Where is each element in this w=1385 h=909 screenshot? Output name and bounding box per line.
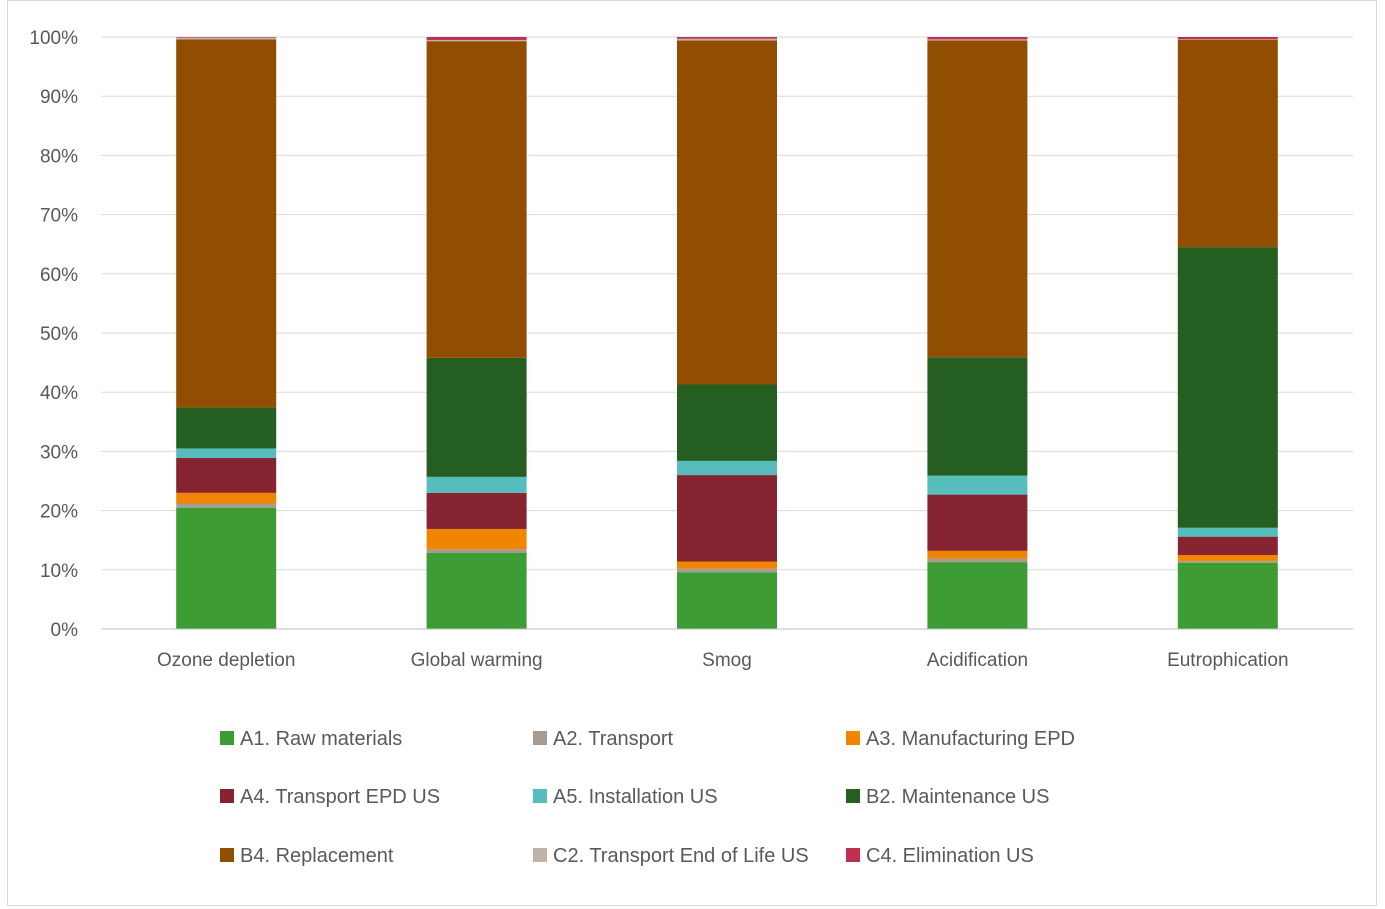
y-tick-label: 70% [40,206,78,227]
bar-segment-a2-transport [677,568,777,573]
legend-label: C4. Elimination US [866,845,1034,867]
bar-segment-b4-replacement [1177,39,1278,248]
legend-label: A1. Raw materials [240,728,402,750]
bar-segment-b2-maintenance-us [176,407,277,449]
bar-segment-c2-transport-end-of-life-us [677,38,777,41]
bar-stack-acidification [927,37,1028,629]
y-tick-label: 40% [40,383,78,404]
bar-segment-a1-raw-materials [677,572,777,629]
legend-swatch [220,848,234,862]
bar-segment-a2-transport [1177,560,1278,563]
legend-label: B2. Maintenance US [866,786,1049,808]
bar-segment-a3-manufacturing-epd [927,550,1028,559]
bar-segment-a5-installation-us [927,475,1028,495]
legend-label: B4. Replacement [240,845,394,867]
bar-stack-ozone-depletion [176,37,277,629]
y-tick-label: 100% [29,28,78,49]
legend-label: C2. Transport End of Life US [553,845,809,867]
legend-item: B4. Replacement [220,845,394,867]
bar-segment-a2-transport [176,503,277,508]
legend-swatch [846,731,860,745]
bar-segment-c4-elimination-us [426,37,527,40]
bar-stack-global-warming [426,37,527,629]
bar-stack-eutrophication [1177,37,1278,629]
bar-segment-a2-transport [426,549,527,553]
bar-segment-b4-replacement [176,39,277,408]
bar-stack-smog [677,37,777,629]
bar-segment-b2-maintenance-us [927,357,1028,476]
bar-segment-a4-transport-epd-us [927,494,1028,551]
legend-swatch [533,789,547,803]
bar-segment-a5-installation-us [677,460,777,476]
y-tick-label: 90% [40,87,78,108]
bar-segment-a1-raw-materials [426,552,527,629]
legend-swatch [533,848,547,862]
legend-swatch [846,848,860,862]
y-tick-label: 60% [40,265,78,286]
bar-segment-a3-manufacturing-epd [677,561,777,569]
legend-label: A5. Installation US [553,786,718,808]
bar-segment-b4-replacement [426,41,527,358]
bar-segment-a1-raw-materials [927,562,1028,629]
bar-segment-a4-transport-epd-us [1177,536,1278,555]
legend-label: A3. Manufacturing EPD [866,728,1075,750]
legend: A1. Raw materials A2. Transport A3. Manufa… [220,728,1075,867]
bar-segment-b2-maintenance-us [677,384,777,461]
bar-segment-a4-transport-epd-us [176,457,277,493]
bar-segment-c2-transport-end-of-life-us [426,39,527,42]
legend-swatch [846,789,860,803]
legend-item: A1. Raw materials [220,728,402,750]
bar-segment-c2-transport-end-of-life-us [1177,39,1278,40]
y-tick-label: 30% [40,442,78,463]
bar-segment-b2-maintenance-us [426,357,527,477]
legend-swatch [220,789,234,803]
bar-segment-b4-replacement [927,40,1028,358]
x-tick-label: Smog [702,650,752,671]
bar-segment-a5-installation-us [426,476,527,493]
bar-segment-a1-raw-materials [176,507,277,629]
x-tick-label: Acidification [927,650,1028,671]
x-tick-label: Eutrophication [1167,650,1288,671]
legend-swatch [220,731,234,745]
x-axis-tick-labels: Ozone depletion Global warming Smog Acidifi… [157,650,1289,671]
legend-label: A4. Transport EPD US [240,786,440,808]
bar-segment-b4-replacement [677,40,777,385]
bar-segment-c4-elimination-us [677,37,777,39]
x-tick-label: Global warming [411,650,543,671]
legend-item: A2. Transport [533,728,674,750]
bar-segment-a5-installation-us [1177,527,1278,537]
bar-segment-a2-transport [927,558,1028,563]
legend-label: A2. Transport [553,728,674,750]
bar-segment-a1-raw-materials [1177,562,1278,629]
y-tick-label: 80% [40,146,78,167]
legend-item: A5. Installation US [533,786,718,808]
y-tick-label: 10% [40,561,78,582]
bar-segment-a3-manufacturing-epd [1177,555,1278,561]
legend-item: B2. Maintenance US [846,786,1049,808]
legend-item: A4. Transport EPD US [220,786,440,808]
y-tick-label: 20% [40,502,78,523]
bars [176,37,1278,629]
bar-segment-c2-transport-end-of-life-us [176,37,277,40]
bar-segment-c4-elimination-us [1177,37,1278,40]
legend-item: C4. Elimination US [846,845,1034,867]
bar-segment-c2-transport-end-of-life-us [927,39,1028,41]
bar-segment-a3-manufacturing-epd [426,528,527,550]
legend-item: A3. Manufacturing EPD [846,728,1075,750]
y-axis-tick-labels: 0% 10% 20% 30% 40% 50% 60% 70% 80% 90% 100% [29,28,78,641]
legend-swatch [533,731,547,745]
y-tick-label: 50% [40,324,78,345]
y-tick-label: 0% [51,620,79,641]
bar-segment-b2-maintenance-us [1177,247,1278,528]
bar-segment-c4-elimination-us [176,37,277,38]
bar-segment-a4-transport-epd-us [677,475,777,562]
bar-segment-c4-elimination-us [927,37,1028,40]
bar-segment-a5-installation-us [176,448,277,458]
legend-item: C2. Transport End of Life US [533,845,809,867]
bar-segment-a3-manufacturing-epd [176,492,277,504]
bar-segment-a4-transport-epd-us [426,492,527,529]
x-tick-label: Ozone depletion [157,650,295,671]
